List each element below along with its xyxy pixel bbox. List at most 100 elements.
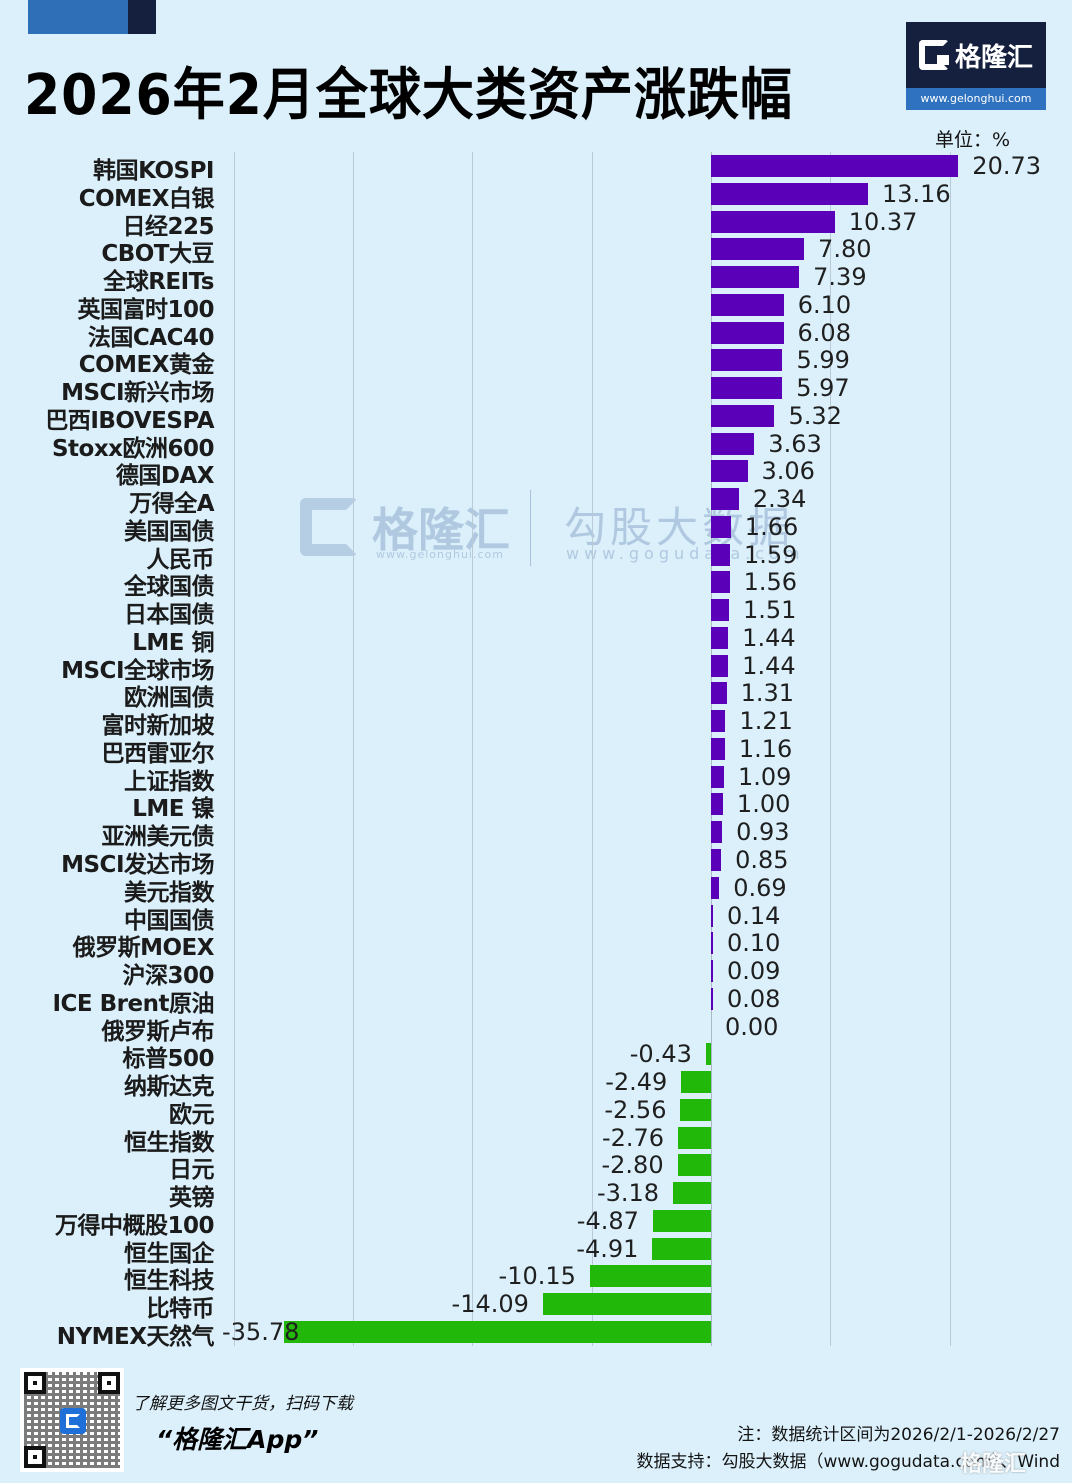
bar-row: 比特币 -14.09 [0,1290,1072,1322]
category-label: 俄罗斯卢布 [101,1019,215,1045]
value-label: -14.09 [451,1290,529,1318]
value-label: 1.56 [743,568,798,596]
qr-code-icon[interactable] [20,1368,124,1472]
bar-row: 中国国债 0.14 [0,902,1072,934]
category-label: 纳斯达克 [124,1074,215,1100]
value-label: 0.09 [727,957,781,985]
category-label: 全球国债 [124,574,215,600]
bar-row: 韩国KOSPI 20.73 [0,152,1072,184]
value-label: -2.76 [601,1124,665,1152]
category-label: 全球REITs [103,269,214,295]
value-label: 0.85 [735,846,789,874]
value-label: 1.21 [739,707,793,735]
value-label: 1.44 [742,652,796,680]
data-bar [711,571,730,593]
value-label: 1.66 [744,513,799,541]
category-label: 恒生指数 [124,1130,215,1156]
value-label: -2.80 [601,1151,664,1179]
value-label: 7.39 [813,263,867,291]
category-label: 日元 [169,1157,215,1183]
value-label: 0.00 [725,1013,779,1041]
value-label: -0.43 [629,1040,692,1068]
gelonghui-app-icon [60,1408,86,1434]
watermark-brand1: 格隆汇 [372,503,510,557]
category-label: 美元指数 [124,880,215,906]
value-label: 0.14 [727,902,781,930]
logo-url[interactable]: www.gelonghui.com [906,88,1046,110]
data-bar [711,932,713,954]
bar-row: 恒生国企 -4.91 [0,1235,1072,1267]
value-label: -2.49 [605,1068,668,1096]
category-label: 标普500 [122,1046,214,1072]
category-label: Stoxx欧洲600 [51,436,215,462]
data-bar [711,682,727,704]
data-bar [711,460,748,482]
bar-row: 法国CAC40 6.08 [0,319,1072,351]
qr-finder [98,1372,120,1394]
data-bar [711,627,729,649]
bar-row: 上证指数 1.09 [0,763,1072,795]
category-label: 万得中概股100 [54,1213,215,1239]
data-bar [711,766,724,788]
data-bar [711,877,720,899]
data-source: 数据支持：勾股大数据（www.gogudata.com）、Wind [636,1452,1060,1472]
bar-row: 富时新加坡 1.21 [0,707,1072,739]
value-label: 1.59 [743,541,798,569]
category-label: 日本国债 [124,602,215,628]
gridline [234,152,235,1346]
bar-row: MSCI新兴市场 5.97 [0,374,1072,406]
data-bar [711,155,959,177]
value-label: 1.31 [740,679,795,707]
category-label: 人民币 [146,547,215,573]
category-label: LME 镍 [132,796,214,822]
data-bar [711,516,731,538]
data-bar [284,1321,711,1343]
data-bar [652,1238,711,1260]
data-bar [705,1043,711,1065]
gelonghui-logo[interactable]: 格隆汇 www.gelonghui.com [906,22,1046,110]
bar-row: 俄罗斯MOEX 0.10 [0,929,1072,961]
value-label: 2.34 [752,485,807,513]
category-label: 英国富时100 [77,297,214,323]
data-bar [711,377,783,399]
bar-row: 沪深300 0.09 [0,957,1072,989]
bar-row: 英镑 -3.18 [0,1179,1072,1211]
bar-row: 巴西IBOVESPA 5.32 [0,402,1072,434]
value-label: 3.06 [761,457,815,485]
bar-row: 日元 -2.80 [0,1151,1072,1183]
chart-title: 2026年2月全球大类资产涨跌幅 [24,63,793,128]
data-bar [711,322,784,344]
data-bar [677,1154,711,1176]
bar-row: 亚洲美元债 0.93 [0,818,1072,850]
data-bar [711,266,800,288]
bar-row: 人民币 1.59 [0,541,1072,573]
value-label: 10.37 [848,208,918,236]
category-label: 韩国KOSPI [93,158,214,184]
qr-finder [24,1446,46,1468]
value-label: 6.10 [797,291,852,319]
unit-label: 单位：% [935,129,1011,151]
category-label: 比特币 [146,1296,215,1322]
value-label: 5.97 [796,374,850,402]
data-bar [711,821,723,843]
bar-row: ICE Brent原油 0.08 [0,985,1072,1017]
bar-row: COMEX白银 13.16 [0,180,1072,212]
gridline [830,152,831,1346]
value-label: 13.16 [881,180,951,208]
data-bar [711,655,729,677]
watermark-g-icon [300,498,358,556]
data-bar [711,183,868,205]
value-label: 7.80 [818,235,872,263]
data-bar [711,488,739,510]
data-bar [711,849,722,871]
bar-row: 巴西雷亚尔 1.16 [0,735,1072,767]
bar-row: 恒生科技 -10.15 [0,1262,1072,1294]
data-bar [711,793,723,815]
data-bar [681,1071,711,1093]
bar-row: LME 镍 1.00 [0,790,1072,822]
value-label: 1.44 [742,624,796,652]
category-label: MSCI全球市场 [61,658,214,684]
value-label: -4.91 [576,1235,639,1263]
value-label: -4.87 [576,1207,639,1235]
gridline [353,152,354,1346]
